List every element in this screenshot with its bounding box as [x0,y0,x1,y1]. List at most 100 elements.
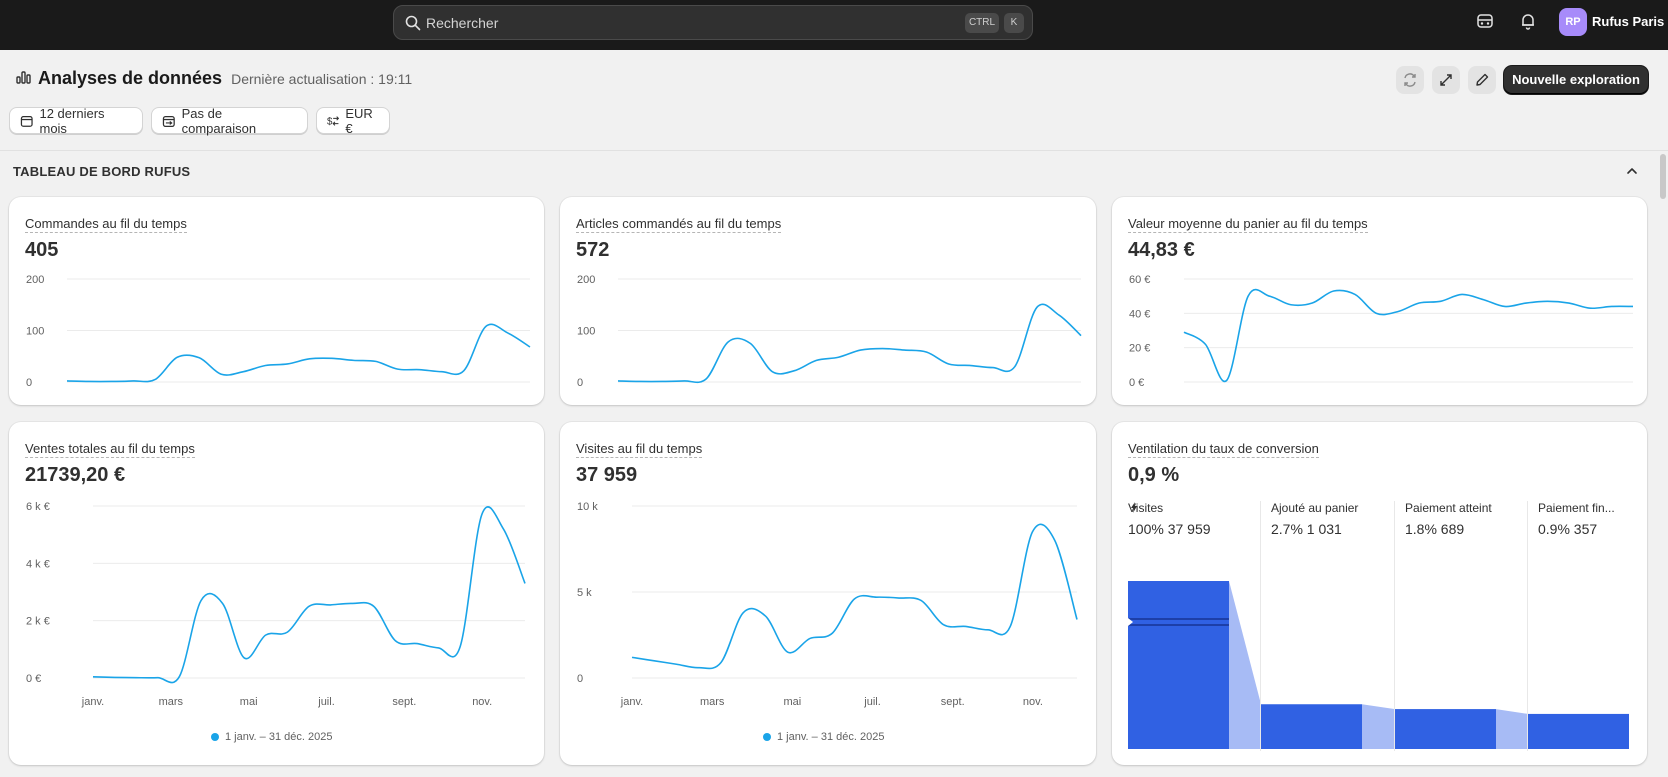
fullscreen-button[interactable] [1432,66,1460,94]
search-icon [405,15,421,31]
x-tick-label: mai [783,696,801,708]
calendar-icon [20,115,33,127]
y-tick-label: 4 k € [26,558,50,570]
card-title[interactable]: Articles commandés au fil du temps [576,216,782,233]
card-value: 21739,20 € [25,464,126,486]
funnel-step-visits[interactable]: Visites 100% 37 959 [1128,501,1254,537]
visits-card[interactable]: 0 5 k 10 k janv. mars mai juil. sept. nov. Visit… [560,422,1096,765]
funnel-bar[interactable] [1128,581,1229,749]
funnel-bar[interactable] [1395,709,1496,749]
funnel-separator [1394,501,1395,751]
x-tick-label: nov. [472,696,492,708]
card-title[interactable]: Valeur moyenne du panier au fil du temps [1128,216,1368,233]
y-tick-label: 0 [577,377,583,389]
bolt-icon [1131,502,1137,513]
series-line[interactable] [1183,288,1634,383]
y-tick-label: 40 € [1129,308,1150,320]
funnel-bar[interactable] [1261,704,1362,749]
pencil-icon [1476,73,1489,86]
y-tick-label: 0 € [1129,377,1144,389]
line-chart: 0 € 20 € 40 € 60 € [1129,274,1634,389]
card-title[interactable]: Ventes totales au fil du temps [25,441,195,458]
card-value: 405 [25,239,59,261]
funnel-connector [1362,704,1395,749]
chevron-up-icon[interactable] [1625,164,1639,178]
search-placeholder: Rechercher [426,15,499,31]
funnel-step-cart[interactable]: Ajouté au panier 2.7% 1 031 [1271,501,1391,537]
orders-card[interactable]: 0 100 200 Commandes au fil du temps 405 [9,197,544,405]
x-tick-label: juil. [863,696,881,708]
section-title: TABLEAU DE BORD RUFUS [13,164,191,179]
edit-button[interactable] [1468,66,1496,94]
y-tick-label: 0 [577,673,583,685]
sales-card[interactable]: 0 € 2 k € 4 k € 6 k € janv. mars mai juil. sept.… [9,422,544,765]
funnel-step-checkout[interactable]: Paiement atteint 1.8% 689 [1405,501,1523,537]
compare-calendar-icon [162,115,175,127]
currency-label: EUR € [345,105,373,136]
series-line[interactable] [631,523,1078,670]
bell-icon[interactable] [1519,12,1537,30]
card-value: 44,83 € [1128,239,1195,261]
currency-filter[interactable]: $ EUR € [316,105,390,136]
refresh-icon [1404,73,1416,87]
comparison-label: Pas de comparaison [181,105,257,136]
funnel-connector [1496,709,1528,749]
analytics-icon [16,71,31,84]
funnel-separator [1527,501,1528,751]
card-title[interactable]: Commandes au fil du temps [25,216,187,233]
funnel-step-label: Paiement atteint [1405,501,1492,515]
currency-exchange-icon: $ [327,115,340,127]
x-tick-label: juil. [317,696,335,708]
expand-icon [1440,74,1452,86]
items-card[interactable]: 0 100 200 Articles commandés au fil du tem… [560,197,1096,405]
aov-card[interactable]: 0 € 20 € 40 € 60 € Valeur moyenne du panier… [1112,197,1647,405]
comparison-filter[interactable]: Pas de comparaison [151,105,308,136]
search-input[interactable]: Rechercher CTRL K [393,5,1033,40]
conversion-card[interactable]: Ventilation du taux de conversion 0,9 % … [1112,422,1647,765]
axis-break-notch [1128,618,1133,626]
x-tick-label: janv. [81,696,104,708]
x-tick-label: nov. [1023,696,1043,708]
y-tick-label: 100 [577,326,595,338]
top-bar: Rechercher CTRL K RP Rufus Paris [0,0,1668,50]
legend-label: 1 janv. – 31 déc. 2025 [777,731,885,743]
svg-text:$: $ [327,116,333,127]
y-tick-label: 0 € [26,673,41,685]
y-tick-label: 200 [577,274,595,286]
x-tick-label: mars [700,696,725,708]
user-name[interactable]: Rufus Paris [1592,14,1665,29]
funnel-separator [1260,501,1261,751]
store-icon[interactable] [1476,12,1494,30]
y-tick-label: 2 k € [26,616,50,628]
avatar[interactable]: RP [1559,8,1587,36]
funnel-chart [1128,581,1629,749]
funnel-step-label: Visites [1128,501,1164,515]
series-line[interactable] [617,303,1082,384]
y-tick-label: 20 € [1129,343,1150,355]
legend-dot [763,733,771,741]
y-tick-label: 0 [26,377,32,389]
scrollbar[interactable] [1660,154,1666,199]
chart-legend: 1 janv. – 31 déc. 2025 [211,731,332,743]
shortcut-k: K [1004,13,1024,33]
funnel-bar[interactable] [1528,713,1629,749]
card-title[interactable]: Visites au fil du temps [576,441,703,458]
new-exploration-button[interactable]: Nouvelle exploration [1504,66,1648,94]
page-title: Analyses de données [38,68,223,88]
funnel-step-value: 2.7% 1 031 [1271,521,1342,537]
card-value: 0,9 % [1128,464,1180,486]
card-title[interactable]: Ventilation du taux de conversion [1128,441,1319,458]
funnel-step-label: Ajouté au panier [1271,501,1359,515]
funnel-step-complete[interactable]: Paiement fin... 0.9% 357 [1538,501,1638,537]
y-tick-label: 100 [26,326,44,338]
period-filter[interactable]: 12 derniers mois [9,106,143,136]
refresh-button[interactable] [1396,66,1424,94]
funnel-step-value: 1.8% 689 [1405,521,1465,537]
y-tick-label: 5 k [577,587,592,599]
series-line[interactable] [92,506,526,684]
legend-dot [211,733,219,741]
funnel-connector [1229,581,1261,749]
series-line[interactable] [66,323,531,383]
line-chart: 0 € 2 k € 4 k € 6 k € janv. mars mai juil. sept.… [26,501,526,708]
last-refresh: Dernière actualisation : 19:11 [231,71,413,87]
